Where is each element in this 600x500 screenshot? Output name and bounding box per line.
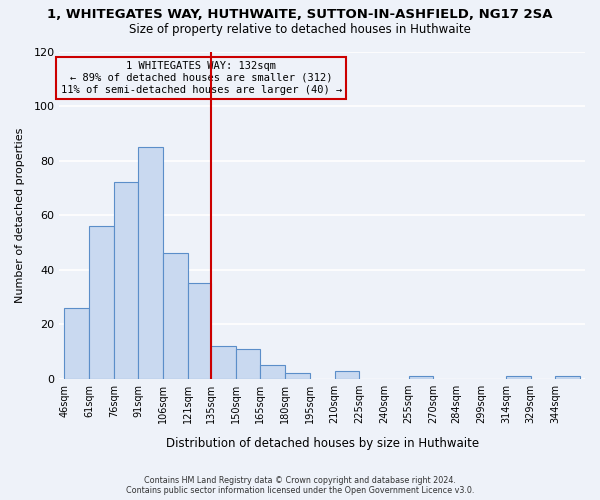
Text: Size of property relative to detached houses in Huthwaite: Size of property relative to detached ho…: [129, 22, 471, 36]
Bar: [285, 374, 310, 379]
Bar: [260, 365, 285, 379]
Text: Contains HM Land Registry data © Crown copyright and database right 2024.
Contai: Contains HM Land Registry data © Crown c…: [126, 476, 474, 495]
Bar: [89, 226, 114, 379]
Text: 1, WHITEGATES WAY, HUTHWAITE, SUTTON-IN-ASHFIELD, NG17 2SA: 1, WHITEGATES WAY, HUTHWAITE, SUTTON-IN-…: [47, 8, 553, 20]
Bar: [236, 349, 260, 379]
Bar: [506, 376, 530, 379]
Bar: [114, 182, 139, 379]
Bar: [409, 376, 433, 379]
Bar: [188, 284, 211, 379]
Text: 1 WHITEGATES WAY: 132sqm
← 89% of detached houses are smaller (312)
11% of semi-: 1 WHITEGATES WAY: 132sqm ← 89% of detach…: [61, 62, 342, 94]
Bar: [163, 254, 188, 379]
Bar: [211, 346, 236, 379]
X-axis label: Distribution of detached houses by size in Huthwaite: Distribution of detached houses by size …: [166, 437, 479, 450]
Bar: [335, 370, 359, 379]
Bar: [556, 376, 580, 379]
Y-axis label: Number of detached properties: Number of detached properties: [15, 128, 25, 303]
Bar: [64, 308, 89, 379]
Bar: [139, 147, 163, 379]
